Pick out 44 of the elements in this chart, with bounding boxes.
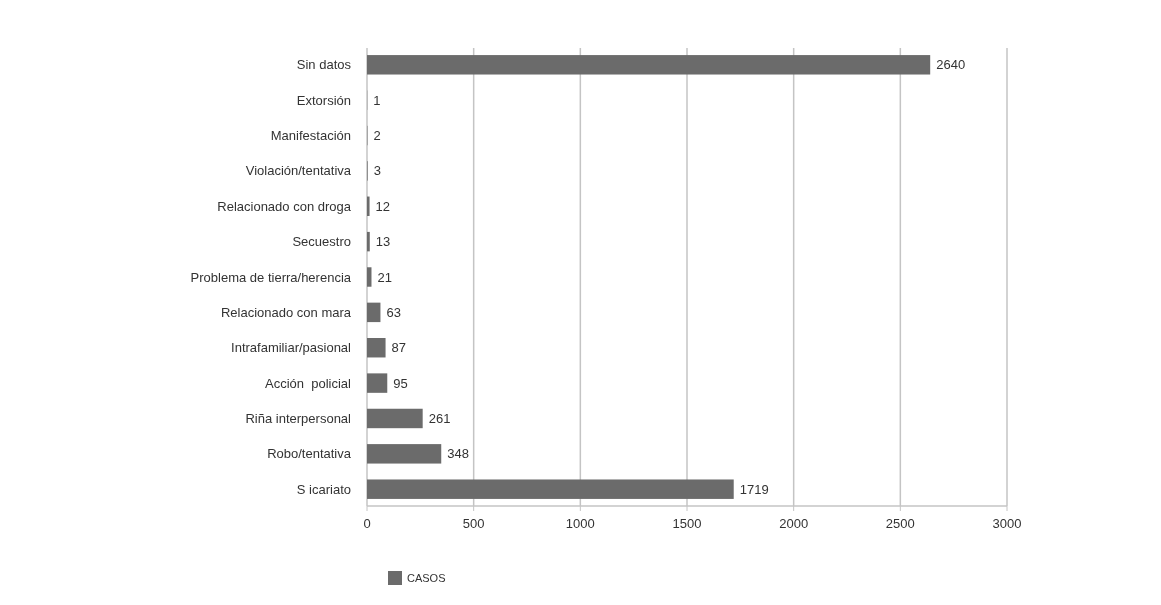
- x-tick-label: 500: [462, 516, 485, 531]
- y-tick-label: Relacionado con mara: [220, 304, 352, 320]
- data-label: 2: [373, 128, 381, 144]
- legend-label: CASOS: [407, 571, 446, 584]
- x-tick-label: 0: [363, 516, 371, 531]
- bar: [367, 55, 931, 75]
- data-label: 261: [428, 411, 451, 427]
- y-tick-label: Problema de tierra/herencia: [190, 269, 352, 285]
- bar: [367, 408, 423, 429]
- x-tick-label: 2000: [779, 516, 809, 531]
- y-tick-label: Manifestación: [270, 128, 351, 144]
- x-tick-label: 1500: [672, 516, 702, 531]
- data-label: 1719: [739, 481, 769, 497]
- data-label: 21: [377, 269, 392, 285]
- y-tick-label: Relacionado con droga: [217, 198, 352, 214]
- y-tick-label: Acción policial: [265, 375, 352, 391]
- data-label: 2640: [936, 57, 966, 73]
- bar: [367, 231, 370, 252]
- bar: [367, 444, 442, 464]
- bar: [367, 479, 734, 499]
- data-label: 13: [375, 234, 391, 250]
- y-tick-label: Riña interpersonal: [245, 411, 352, 427]
- data-label: 12: [375, 198, 391, 214]
- data-label: 87: [391, 340, 407, 356]
- bar: [367, 302, 381, 323]
- data-label: 348: [447, 446, 469, 462]
- data-label: 95: [393, 375, 408, 391]
- x-tick-label: 2500: [885, 516, 915, 531]
- y-tick-label: Violación/tentativa: [245, 163, 352, 179]
- bar: [367, 373, 388, 393]
- bar: [367, 267, 372, 287]
- x-tick-label: 1000: [565, 516, 595, 531]
- y-tick-label: Extorsión: [296, 92, 351, 108]
- bar: [367, 196, 370, 216]
- y-tick-label: Secuestro: [292, 234, 351, 250]
- y-tick-label: S icariato: [296, 481, 351, 497]
- data-label: 3: [373, 163, 381, 179]
- x-tick-label: 3000: [992, 516, 1022, 531]
- data-label: 1: [373, 92, 381, 108]
- data-label: 63: [386, 304, 401, 320]
- y-tick-label: Sin datos: [296, 57, 352, 73]
- bar: [367, 338, 386, 358]
- y-tick-label: Robo/tentativa: [267, 446, 352, 462]
- y-tick-label: Intrafamiliar/pasional: [231, 340, 352, 356]
